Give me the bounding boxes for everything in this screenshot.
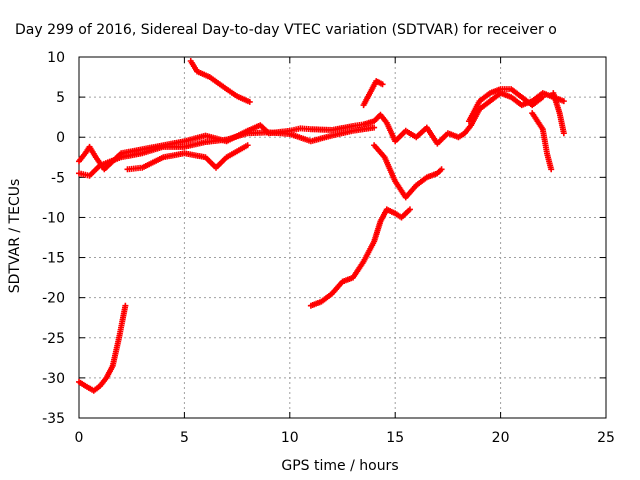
x-tick-label: 25 xyxy=(597,430,615,446)
data-series xyxy=(550,90,567,137)
data-point xyxy=(246,98,253,105)
y-axis-label: SDTVAR / TECUs xyxy=(7,179,23,294)
data-series xyxy=(124,142,251,173)
data-point xyxy=(122,302,129,309)
y-tick-label: -35 xyxy=(42,411,65,427)
data-point xyxy=(244,142,251,149)
data-series xyxy=(76,302,129,394)
x-axis-label: GPS time / hours xyxy=(281,458,398,474)
data-point xyxy=(539,94,546,101)
data-point xyxy=(438,166,445,173)
data-point xyxy=(560,130,567,137)
y-tick-label: 0 xyxy=(56,130,65,146)
x-tick-label: 0 xyxy=(75,430,84,446)
grid xyxy=(79,57,606,418)
data-series xyxy=(360,78,386,109)
data-point xyxy=(548,166,555,173)
data-point xyxy=(406,206,413,213)
plot-frame xyxy=(78,56,607,419)
chart-title: Day 299 of 2016, Sidereal Day-to-day VTE… xyxy=(15,22,557,38)
y-tick-label: 5 xyxy=(56,90,65,106)
data-series xyxy=(76,90,567,173)
data-series xyxy=(76,124,378,179)
y-tick-label: -5 xyxy=(51,170,65,186)
y-tick-label: -10 xyxy=(42,210,65,226)
data-series xyxy=(529,110,555,173)
y-tick-label: -20 xyxy=(42,291,65,307)
y-tick-label: -15 xyxy=(42,251,65,267)
x-tick-label: 5 xyxy=(180,430,189,446)
y-tick-label: -25 xyxy=(42,331,65,347)
x-tick-label: 20 xyxy=(492,430,510,446)
data-point xyxy=(371,124,378,131)
data-point xyxy=(560,98,567,105)
ticks: 0 5 10 15 20 25 -35 -30 -25 -20 -15 -10 -5 0 5 10 xyxy=(42,50,615,446)
data-series xyxy=(307,206,413,309)
x-tick-label: 10 xyxy=(281,430,299,446)
y-tick-label: -30 xyxy=(42,371,65,387)
data-series xyxy=(465,86,546,125)
data-marks xyxy=(76,58,567,394)
y-tick-label: 10 xyxy=(47,50,65,66)
x-tick-label: 15 xyxy=(386,430,404,446)
data-series xyxy=(371,142,445,201)
data-series xyxy=(187,58,253,105)
data-point xyxy=(379,81,386,88)
